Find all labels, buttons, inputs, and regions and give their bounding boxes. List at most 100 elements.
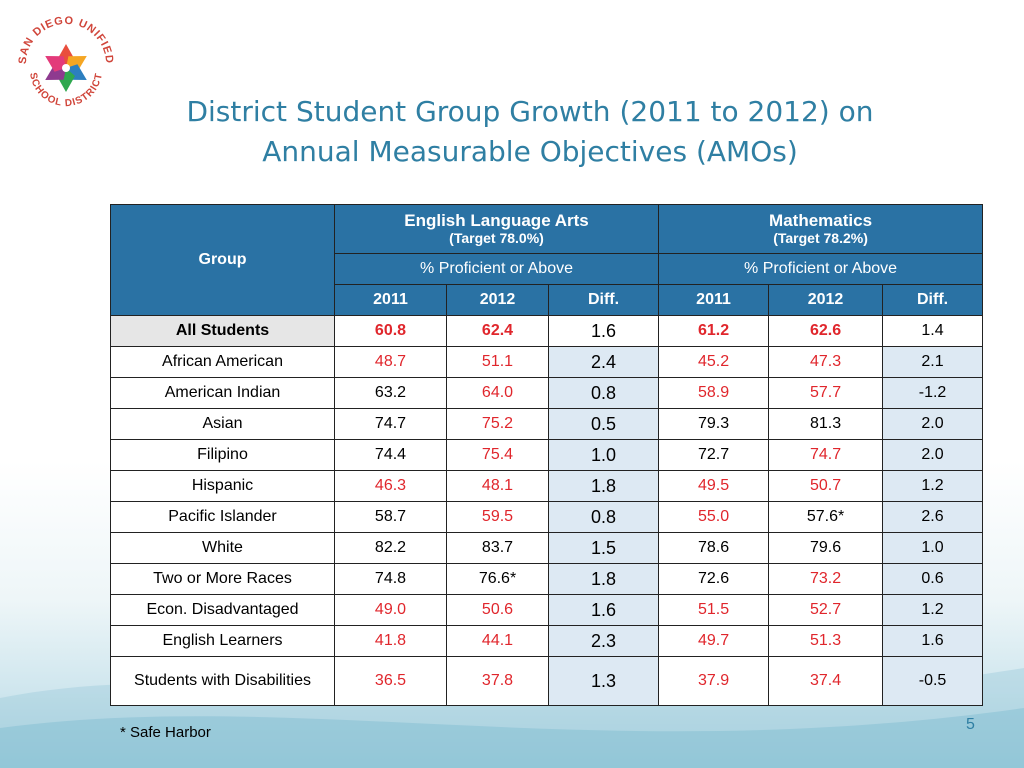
math-2011-cell: 45.2 [658,346,770,378]
ela-diff-cell: 1.5 [547,532,660,564]
group-column-header: Group [110,204,335,316]
footnote: * Safe Harbor [120,724,211,741]
math-2011-cell: 37.9 [658,656,770,706]
math-2011-cell: 79.3 [658,408,770,440]
math-diff-header: Diff. [882,284,984,316]
math-diff-cell: 1.0 [882,532,984,564]
table-row: Asian 74.7 75.2 0.5 79.3 81.3 2.0 [110,408,984,440]
page-title: District Student Group Growth (2011 to 2… [140,92,920,172]
ela-2012-cell: 62.4 [446,315,549,347]
math-target: (Target 78.2%) [773,230,868,246]
page-number: 5 [966,716,975,733]
math-2011-cell: 58.9 [658,377,770,409]
math-2012-cell: 62.6 [768,315,884,347]
math-2012-cell: 79.6 [768,532,884,564]
math-diff-cell: 0.6 [882,563,984,595]
table-row: White 82.2 83.7 1.5 78.6 79.6 1.0 [110,532,984,564]
ela-2011-header: 2011 [334,284,447,316]
math-2012-cell: 57.7 [768,377,884,409]
math-2011-header: 2011 [658,284,770,316]
group-cell: Hispanic [110,470,335,502]
table-row: American Indian 63.2 64.0 0.8 58.9 57.7 -1.2 [110,377,984,409]
math-measure-header: % Proficient or Above [658,253,984,285]
ela-2011-cell: 49.0 [334,594,447,626]
ela-2012-cell: 50.6 [446,594,549,626]
math-diff-cell: -1.2 [882,377,984,409]
ela-2011-cell: 74.8 [334,563,447,595]
ela-2011-cell: 58.7 [334,501,447,533]
ela-diff-cell: 0.8 [547,501,660,533]
table-body: All Students 60.8 62.4 1.6 61.2 62.6 1.4 Africa… [110,315,984,706]
ela-2011-cell: 63.2 [334,377,447,409]
math-subject-header: Mathematics (Target 78.2%) [658,204,984,254]
ela-2012-cell: 44.1 [446,625,549,657]
group-cell: Pacific Islander [110,501,335,533]
ela-diff-cell: 1.8 [547,563,660,595]
math-2012-cell: 47.3 [768,346,884,378]
math-2011-cell: 49.5 [658,470,770,502]
ela-2012-cell: 37.8 [446,656,549,706]
ela-2012-cell: 83.7 [446,532,549,564]
ela-2011-cell: 46.3 [334,470,447,502]
ela-2012-cell: 48.1 [446,470,549,502]
math-diff-cell: 2.0 [882,408,984,440]
ela-diff-header: Diff. [547,284,660,316]
ela-diff-cell: 1.3 [547,656,660,706]
math-2012-cell: 73.2 [768,563,884,595]
group-cell: African American [110,346,335,378]
math-2011-cell: 51.5 [658,594,770,626]
table-row: Econ. Disadvantaged 49.0 50.6 1.6 51.5 52.7 1.… [110,594,984,626]
math-diff-cell: 2.6 [882,501,984,533]
math-diff-cell: 1.2 [882,470,984,502]
group-cell: Filipino [110,439,335,471]
ela-2011-cell: 60.8 [334,315,447,347]
math-diff-cell: 1.6 [882,625,984,657]
group-cell: Two or More Races [110,563,335,595]
math-diff-cell: -0.5 [882,656,984,706]
table-row: Hispanic 46.3 48.1 1.8 49.5 50.7 1.2 [110,470,984,502]
math-subject-name: Mathematics [769,211,873,230]
math-2012-cell: 50.7 [768,470,884,502]
ela-subject-header: English Language Arts (Target 78.0%) [333,204,660,254]
title-line-1: District Student Group Growth (2011 to 2… [186,95,874,128]
math-2012-cell: 74.7 [768,439,884,471]
table-row: Students with Disabilities 36.5 37.8 1.3 37.… [110,656,984,706]
group-cell: American Indian [110,377,335,409]
math-2012-header: 2012 [768,284,884,316]
ela-diff-cell: 2.3 [547,625,660,657]
math-2012-cell: 52.7 [768,594,884,626]
ela-2012-cell: 75.2 [446,408,549,440]
math-2011-cell: 78.6 [658,532,770,564]
ela-diff-cell: 2.4 [547,346,660,378]
title-line-2: Annual Measurable Objectives (AMOs) [262,135,798,168]
group-cell: All Students [110,315,335,347]
table-row: African American 48.7 51.1 2.4 45.2 47.3 2.1 [110,346,984,378]
math-diff-cell: 2.1 [882,346,984,378]
math-2012-cell: 51.3 [768,625,884,657]
ela-2011-cell: 41.8 [334,625,447,657]
table-row: Two or More Races 74.8 76.6* 1.8 72.6 73.2 0.6 [110,563,984,595]
group-cell: Asian [110,408,335,440]
math-diff-cell: 2.0 [882,439,984,471]
ela-2011-cell: 36.5 [334,656,447,706]
group-cell: Econ. Disadvantaged [110,594,335,626]
district-logo: SAN DIEGO UNIFIED SCHOOL DISTRICT [12,10,120,118]
math-diff-cell: 1.2 [882,594,984,626]
table-row: English Learners 41.8 44.1 2.3 49.7 51.3 1.6 [110,625,984,657]
math-2011-cell: 49.7 [658,625,770,657]
ela-diff-cell: 0.5 [547,408,660,440]
ela-2012-header: 2012 [446,284,549,316]
ela-subject-name: English Language Arts [404,211,589,230]
ela-2011-cell: 74.7 [334,408,447,440]
ela-diff-cell: 0.8 [547,377,660,409]
table-row: All Students 60.8 62.4 1.6 61.2 62.6 1.4 [110,315,984,347]
ela-2011-cell: 74.4 [334,439,447,471]
math-2012-cell: 37.4 [768,656,884,706]
group-cell: Students with Disabilities [110,656,335,706]
logo-star-center [62,64,70,72]
ela-2012-cell: 51.1 [446,346,549,378]
ela-2012-cell: 64.0 [446,377,549,409]
ela-diff-cell: 1.0 [547,439,660,471]
ela-measure-header: % Proficient or Above [333,253,660,285]
logo-star-petal [45,56,66,72]
